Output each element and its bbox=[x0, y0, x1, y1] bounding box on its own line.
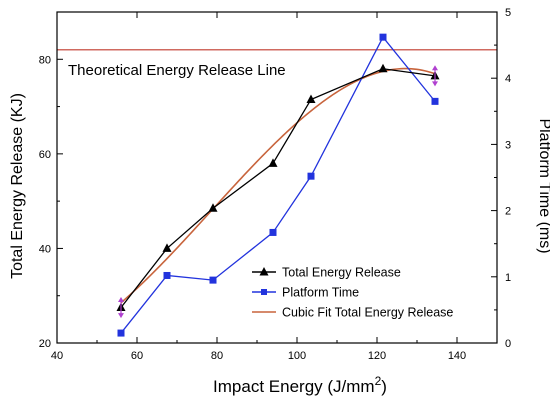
marker-total-energy bbox=[378, 63, 388, 73]
x-tick-label: 40 bbox=[51, 350, 63, 362]
legend-label: Platform Time bbox=[282, 286, 359, 300]
marker-platform-time bbox=[431, 97, 439, 105]
legend-label: Cubic Fit Total Energy Release bbox=[282, 306, 453, 320]
series-line-platform-time bbox=[120, 35, 436, 334]
marker-total-energy bbox=[306, 94, 316, 103]
y-right-tick-label: 2 bbox=[505, 206, 511, 218]
legend-marker-triangle bbox=[259, 267, 269, 276]
marker-total-energy bbox=[162, 243, 172, 252]
y-right-tick-label: 4 bbox=[505, 73, 511, 85]
marker-platform-time bbox=[209, 276, 217, 284]
marker-platform-time bbox=[163, 271, 171, 279]
y-axis-right-label: Platform Time (ms) bbox=[536, 118, 550, 253]
x-tick-label: 80 bbox=[211, 350, 223, 362]
legend: Total Energy Release Platform Time Cubic F… bbox=[252, 266, 453, 320]
y-left-tick-label: 40 bbox=[39, 243, 51, 255]
y-left-tick-label: 60 bbox=[39, 149, 51, 161]
y-left-tick-label: 20 bbox=[39, 338, 51, 350]
legend-marker-square bbox=[261, 289, 267, 295]
legend-label: Total Energy Release bbox=[282, 266, 401, 280]
marker-platform-time bbox=[379, 33, 387, 41]
marker-total-energy bbox=[268, 158, 278, 167]
x-axis-label: Impact Energy (J/mm2) bbox=[213, 374, 387, 396]
y-left-tick-label: 80 bbox=[39, 54, 51, 66]
y-right-tick-label: 0 bbox=[505, 338, 511, 350]
marker-total-energy bbox=[208, 203, 218, 212]
marker-platform-time bbox=[269, 228, 277, 236]
reference-line-label: Theoretical Energy Release Line bbox=[68, 62, 286, 79]
x-axis-label-main: Impact Energy (J/mm bbox=[213, 377, 375, 396]
y-axis-left-label: Total Energy Release (KJ) bbox=[9, 93, 26, 279]
x-axis-label-sup: 2 bbox=[375, 374, 382, 388]
error-bar-cap-bottom bbox=[432, 81, 438, 87]
x-tick-label: 60 bbox=[131, 350, 143, 362]
error-bar-cap-bottom bbox=[118, 313, 124, 319]
error-bar-cap-top bbox=[432, 65, 438, 71]
y-right-tick-label: 1 bbox=[505, 272, 511, 284]
marker-platform-time bbox=[307, 172, 315, 180]
marker-platform-time bbox=[117, 329, 125, 337]
y-right-tick-label: 5 bbox=[505, 7, 511, 19]
error-bar-cap-top bbox=[118, 296, 124, 302]
y-right-tick-label: 3 bbox=[505, 139, 511, 151]
x-tick-label: 120 bbox=[368, 350, 386, 362]
series-group bbox=[116, 33, 440, 337]
x-axis-label-close: ) bbox=[381, 377, 387, 396]
x-tick-label: 100 bbox=[288, 350, 306, 362]
x-tick-label: 140 bbox=[448, 350, 466, 362]
error-bars-group bbox=[118, 65, 438, 319]
